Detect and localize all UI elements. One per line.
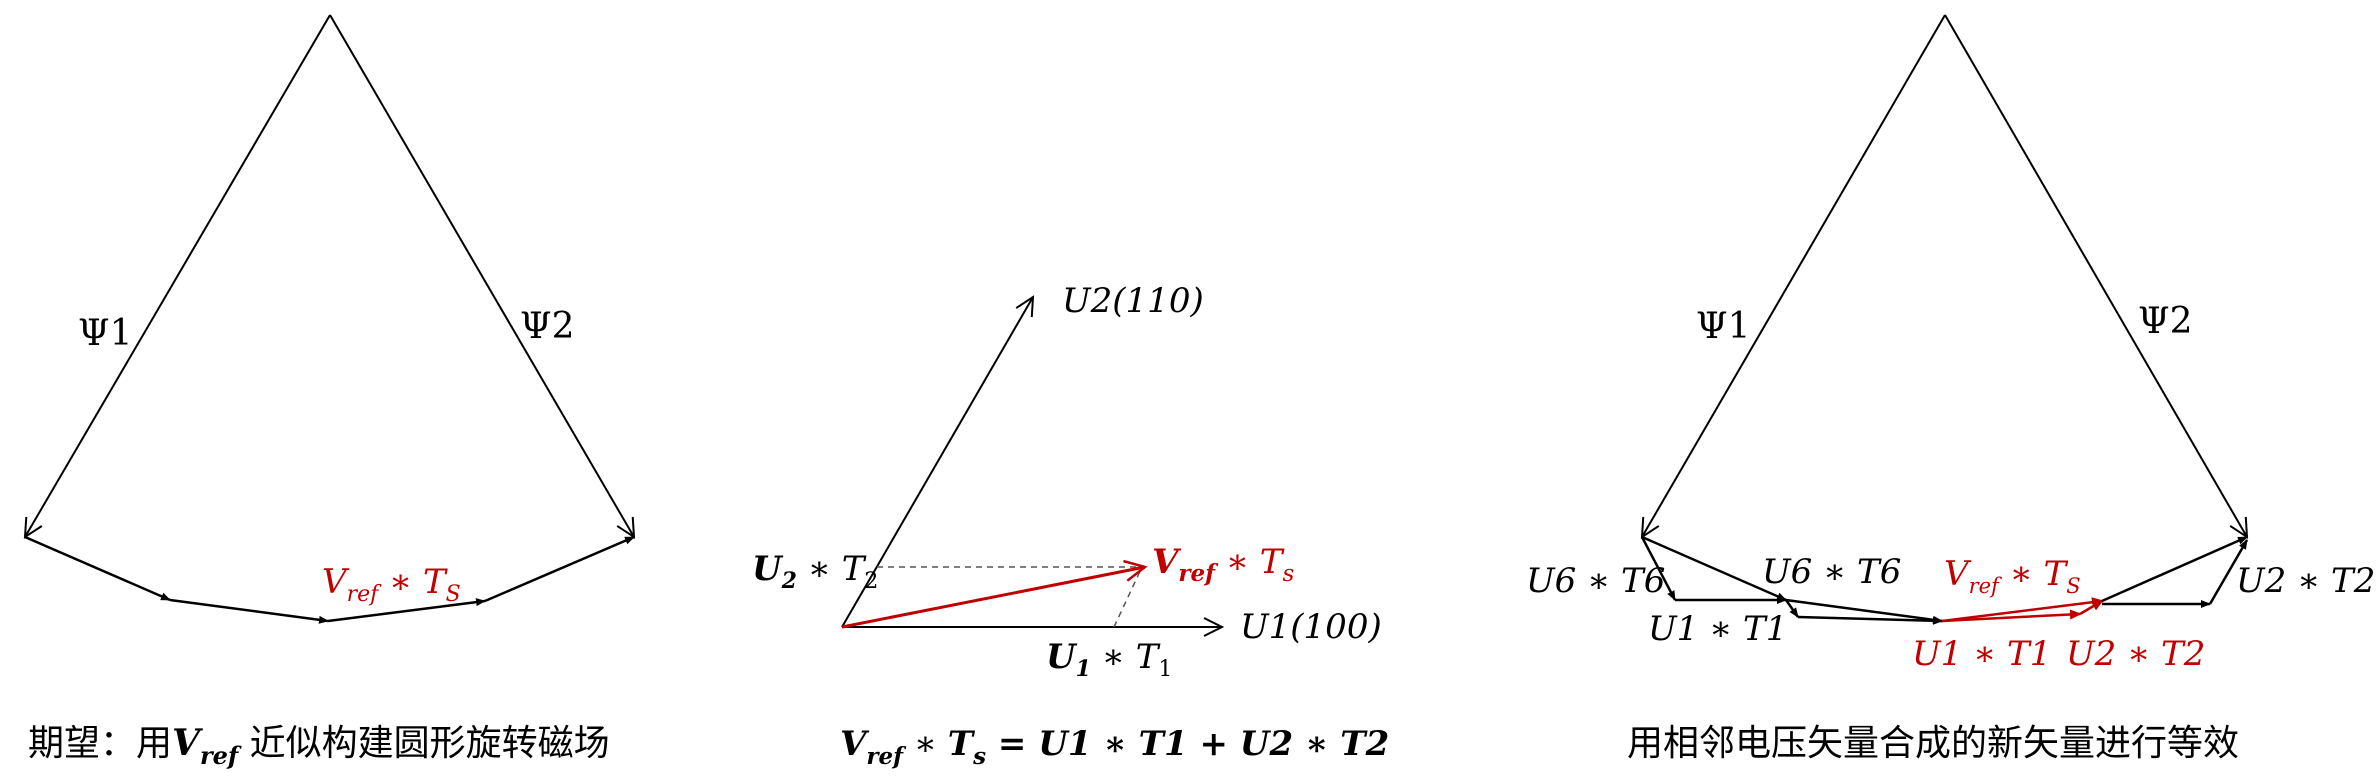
panel-1: Ψ1 Ψ2 Vref ∗ TS 期望：用Vref 近似构建圆形旋转磁场 [25, 15, 634, 770]
psi1-vector [25, 15, 330, 537]
step-vector-2 [170, 600, 328, 621]
u2-t2-right-label: U2 ∗ T2 [2236, 561, 2375, 601]
u2-t2-red-label: U2 ∗ T2 [2066, 634, 2205, 674]
step-vector-right [2102, 537, 2247, 601]
u6-t6-left-label: U6 ∗ T6 [1526, 561, 1665, 601]
step-vector-1 [25, 537, 170, 600]
u6-t6-mid-label: U6 ∗ T6 [1762, 552, 1901, 592]
psi2-vector [1945, 15, 2247, 537]
panel-2: U2(110) U1(100) U2 ∗ T2 U1 ∗ T1 Vref ∗ T… [752, 281, 1389, 770]
psi2-vector [330, 15, 634, 537]
psi1-label: Ψ1 [1696, 306, 1750, 347]
u1-t1-left-label: U1 ∗ T1 [1648, 609, 1787, 649]
psi1-vector [1642, 15, 1945, 537]
dashed-projection-u1 [1114, 567, 1142, 627]
panel-3: Ψ1 Ψ2 U6 ∗ T6 U1 ∗ T1 U6 ∗ T6 Vref ∗ TS … [1526, 15, 2375, 764]
vref-ts-label: Vref ∗ TS [1944, 554, 2081, 598]
u1-t1-label: U1 ∗ T1 [1046, 637, 1172, 682]
caption-3: 用相邻电压矢量合成的新矢量进行等效 [1627, 723, 2239, 764]
vref-ts-label: Vref ∗ Ts [1152, 542, 1294, 587]
psi2-label: Ψ2 [2138, 301, 2192, 342]
caption-1: 期望：用Vref 近似构建圆形旋转磁场 [28, 722, 610, 770]
vref-vector [842, 567, 1145, 627]
vref-ts-label: Vref ∗ TS [322, 562, 461, 607]
equation-caption: Vref ∗ Ts = U1 ∗ T1 + U2 ∗ T2 [840, 724, 1389, 770]
psi1-label: Ψ1 [78, 313, 132, 354]
u1-100-label: U1(100) [1240, 607, 1382, 647]
u1-t1-red-label: U1 ∗ T1 [1912, 634, 2051, 674]
u2-t2-label: U2 ∗ T2 [752, 549, 878, 594]
step-vector-4 [485, 537, 634, 601]
psi2-label: Ψ2 [520, 306, 574, 347]
u2-110-label: U2(110) [1062, 281, 1204, 321]
